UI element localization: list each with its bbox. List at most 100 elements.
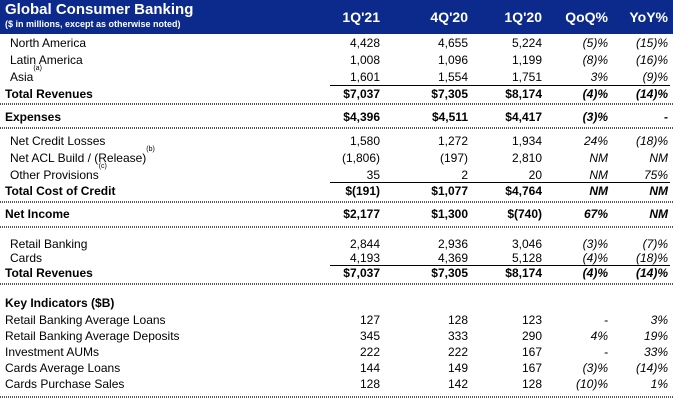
page-title: Global Consumer Banking (5, 1, 194, 18)
cell-qoq: (10)% (575, 377, 608, 391)
cell-1q20: 1,751 (511, 70, 542, 84)
cell-1q20: $4,417 (505, 110, 542, 124)
cell-1q20: 1,199 (511, 53, 542, 67)
section-divider (0, 396, 673, 398)
row-label: Cards (10, 251, 43, 265)
cell-qoq: (4)% (582, 87, 608, 101)
row-label: Cards Purchase Sales (5, 377, 125, 391)
table-row-cards-purchase-sales: Cards Purchase Sales 128 142 128 (10)% 1… (0, 377, 673, 392)
cell-qoq: (3)% (582, 237, 608, 251)
cell-1q20: 290 (521, 329, 542, 343)
table-row-investment-aums: Investment AUMs 222 222 167 - 33% (0, 345, 673, 360)
cell-yoy: (7)% (642, 237, 668, 251)
cell-qoq: (8)% (582, 53, 608, 67)
table-row-total-cost-of-credit: Total Cost of Credit $(191) $1,077 $4,76… (0, 184, 673, 199)
key-indicators-heading: Key Indicators ($B) (0, 296, 673, 311)
cell-4q20: $1,300 (431, 207, 468, 221)
row-label: Retail Banking Average Deposits (5, 329, 180, 343)
cell-4q20: 222 (447, 345, 468, 359)
footnote-marker: (a) (33, 65, 42, 72)
cell-yoy: NM (649, 184, 668, 198)
cell-1q21: (1,806) (341, 151, 380, 165)
cell-1q21: $7,037 (343, 87, 380, 101)
cell-yoy: NM (649, 151, 668, 165)
footnote-marker: (b) (146, 146, 155, 153)
cell-qoq: (3)% (582, 361, 608, 375)
row-label-text: Other Provisions (10, 168, 99, 182)
cell-1q21: 127 (359, 313, 380, 327)
cell-yoy: (18)% (635, 134, 668, 148)
cell-yoy: (15)% (635, 36, 668, 50)
cell-1q20: 167 (521, 361, 542, 375)
cell-qoq: (4)% (582, 266, 608, 280)
cell-yoy: (14)% (635, 266, 668, 280)
row-label: Retail Banking Average Loans (5, 313, 166, 327)
cell-4q20: 4,655 (437, 36, 468, 50)
cell-yoy: (18)% (635, 251, 668, 265)
table-row-expenses: Expenses $4,396 $4,511 $4,417 (3)% - (0, 110, 673, 125)
cell-4q20: $7,305 (431, 87, 468, 101)
cell-1q20: 1,934 (511, 134, 542, 148)
cell-qoq: - (604, 345, 608, 359)
cell-qoq: (3)% (582, 110, 608, 124)
cell-qoq: 4% (590, 329, 608, 343)
row-label: Net Credit Losses (10, 134, 106, 148)
cell-1q21: $4,396 (343, 110, 380, 124)
table-row-net-credit-losses: Net Credit Losses 1,580 1,272 1,934 24% … (0, 134, 673, 149)
cell-1q20: 167 (521, 345, 542, 359)
section-divider (0, 127, 673, 129)
column-header-4q20: 4Q'20 (430, 9, 468, 25)
cell-yoy: 1% (650, 377, 668, 391)
cell-4q20: 142 (447, 377, 468, 391)
table-row-retail-banking: Retail Banking 2,844 2,936 3,046 (3)% (7… (0, 237, 673, 252)
cell-4q20: 128 (447, 313, 468, 327)
page-subtitle: ($ in millions, except as otherwise note… (5, 19, 181, 29)
row-label: Total Revenues (5, 266, 93, 280)
cell-1q20: 3,046 (511, 237, 542, 251)
subtotal-rule (330, 182, 670, 183)
table-row-total-revenues: Total Revenues $7,037 $7,305 $8,174 (4)%… (0, 87, 673, 102)
cell-1q21: $(191) (345, 184, 380, 198)
cell-yoy: 19% (643, 329, 668, 343)
cell-4q20: 333 (447, 329, 468, 343)
table-row-rb-avg-loans: Retail Banking Average Loans 127 128 123… (0, 313, 673, 328)
section-divider (0, 283, 673, 285)
cell-1q21: 4,428 (349, 36, 380, 50)
row-label: Expenses (5, 110, 62, 124)
row-label: Latin America (10, 53, 83, 67)
cell-4q20: 2,936 (437, 237, 468, 251)
cell-yoy: NM (649, 207, 668, 221)
table-row-latin-america: Latin America 1,008 1,096 1,199 (8)% (16… (0, 53, 673, 68)
cell-yoy: (9)% (642, 70, 668, 84)
cell-1q21: 144 (359, 361, 380, 375)
cell-4q20: $7,305 (431, 266, 468, 280)
cell-yoy: 3% (650, 313, 668, 327)
row-label-text: Net ACL Build / (Release) (10, 151, 147, 165)
cell-qoq: 67% (583, 207, 608, 221)
cell-yoy: 33% (643, 345, 668, 359)
cell-1q20: 123 (521, 313, 542, 327)
cell-qoq: NM (589, 151, 608, 165)
cell-1q21: $7,037 (343, 266, 380, 280)
cell-1q21: 35 (366, 168, 380, 182)
row-label: Asia(a) (10, 65, 42, 85)
table-row-rb-avg-deposits: Retail Banking Average Deposits 345 333 … (0, 329, 673, 344)
cell-1q21: 2,844 (349, 237, 380, 251)
cell-1q21: 1,601 (349, 70, 380, 84)
cell-1q21: $2,177 (343, 207, 380, 221)
section-divider (0, 103, 673, 105)
cell-yoy: (14)% (635, 361, 668, 375)
cell-1q20: $(740) (507, 207, 542, 221)
cell-4q20: 4,369 (437, 251, 468, 265)
table-row-cards-avg-loans: Cards Average Loans 144 149 167 (3)% (14… (0, 361, 673, 376)
cell-4q20: (197) (439, 151, 468, 165)
cell-1q20: $8,174 (505, 87, 542, 101)
column-header-1q20: 1Q'20 (504, 9, 542, 25)
column-header-qoq: QoQ% (565, 9, 608, 25)
section-divider (0, 201, 673, 203)
table-row-net-income: Net Income $2,177 $1,300 $(740) 67% NM (0, 207, 673, 222)
cell-4q20: 149 (447, 361, 468, 375)
cell-qoq: NM (589, 168, 608, 182)
cell-1q21: 4,193 (349, 251, 380, 265)
row-label: Total Cost of Credit (5, 184, 116, 198)
